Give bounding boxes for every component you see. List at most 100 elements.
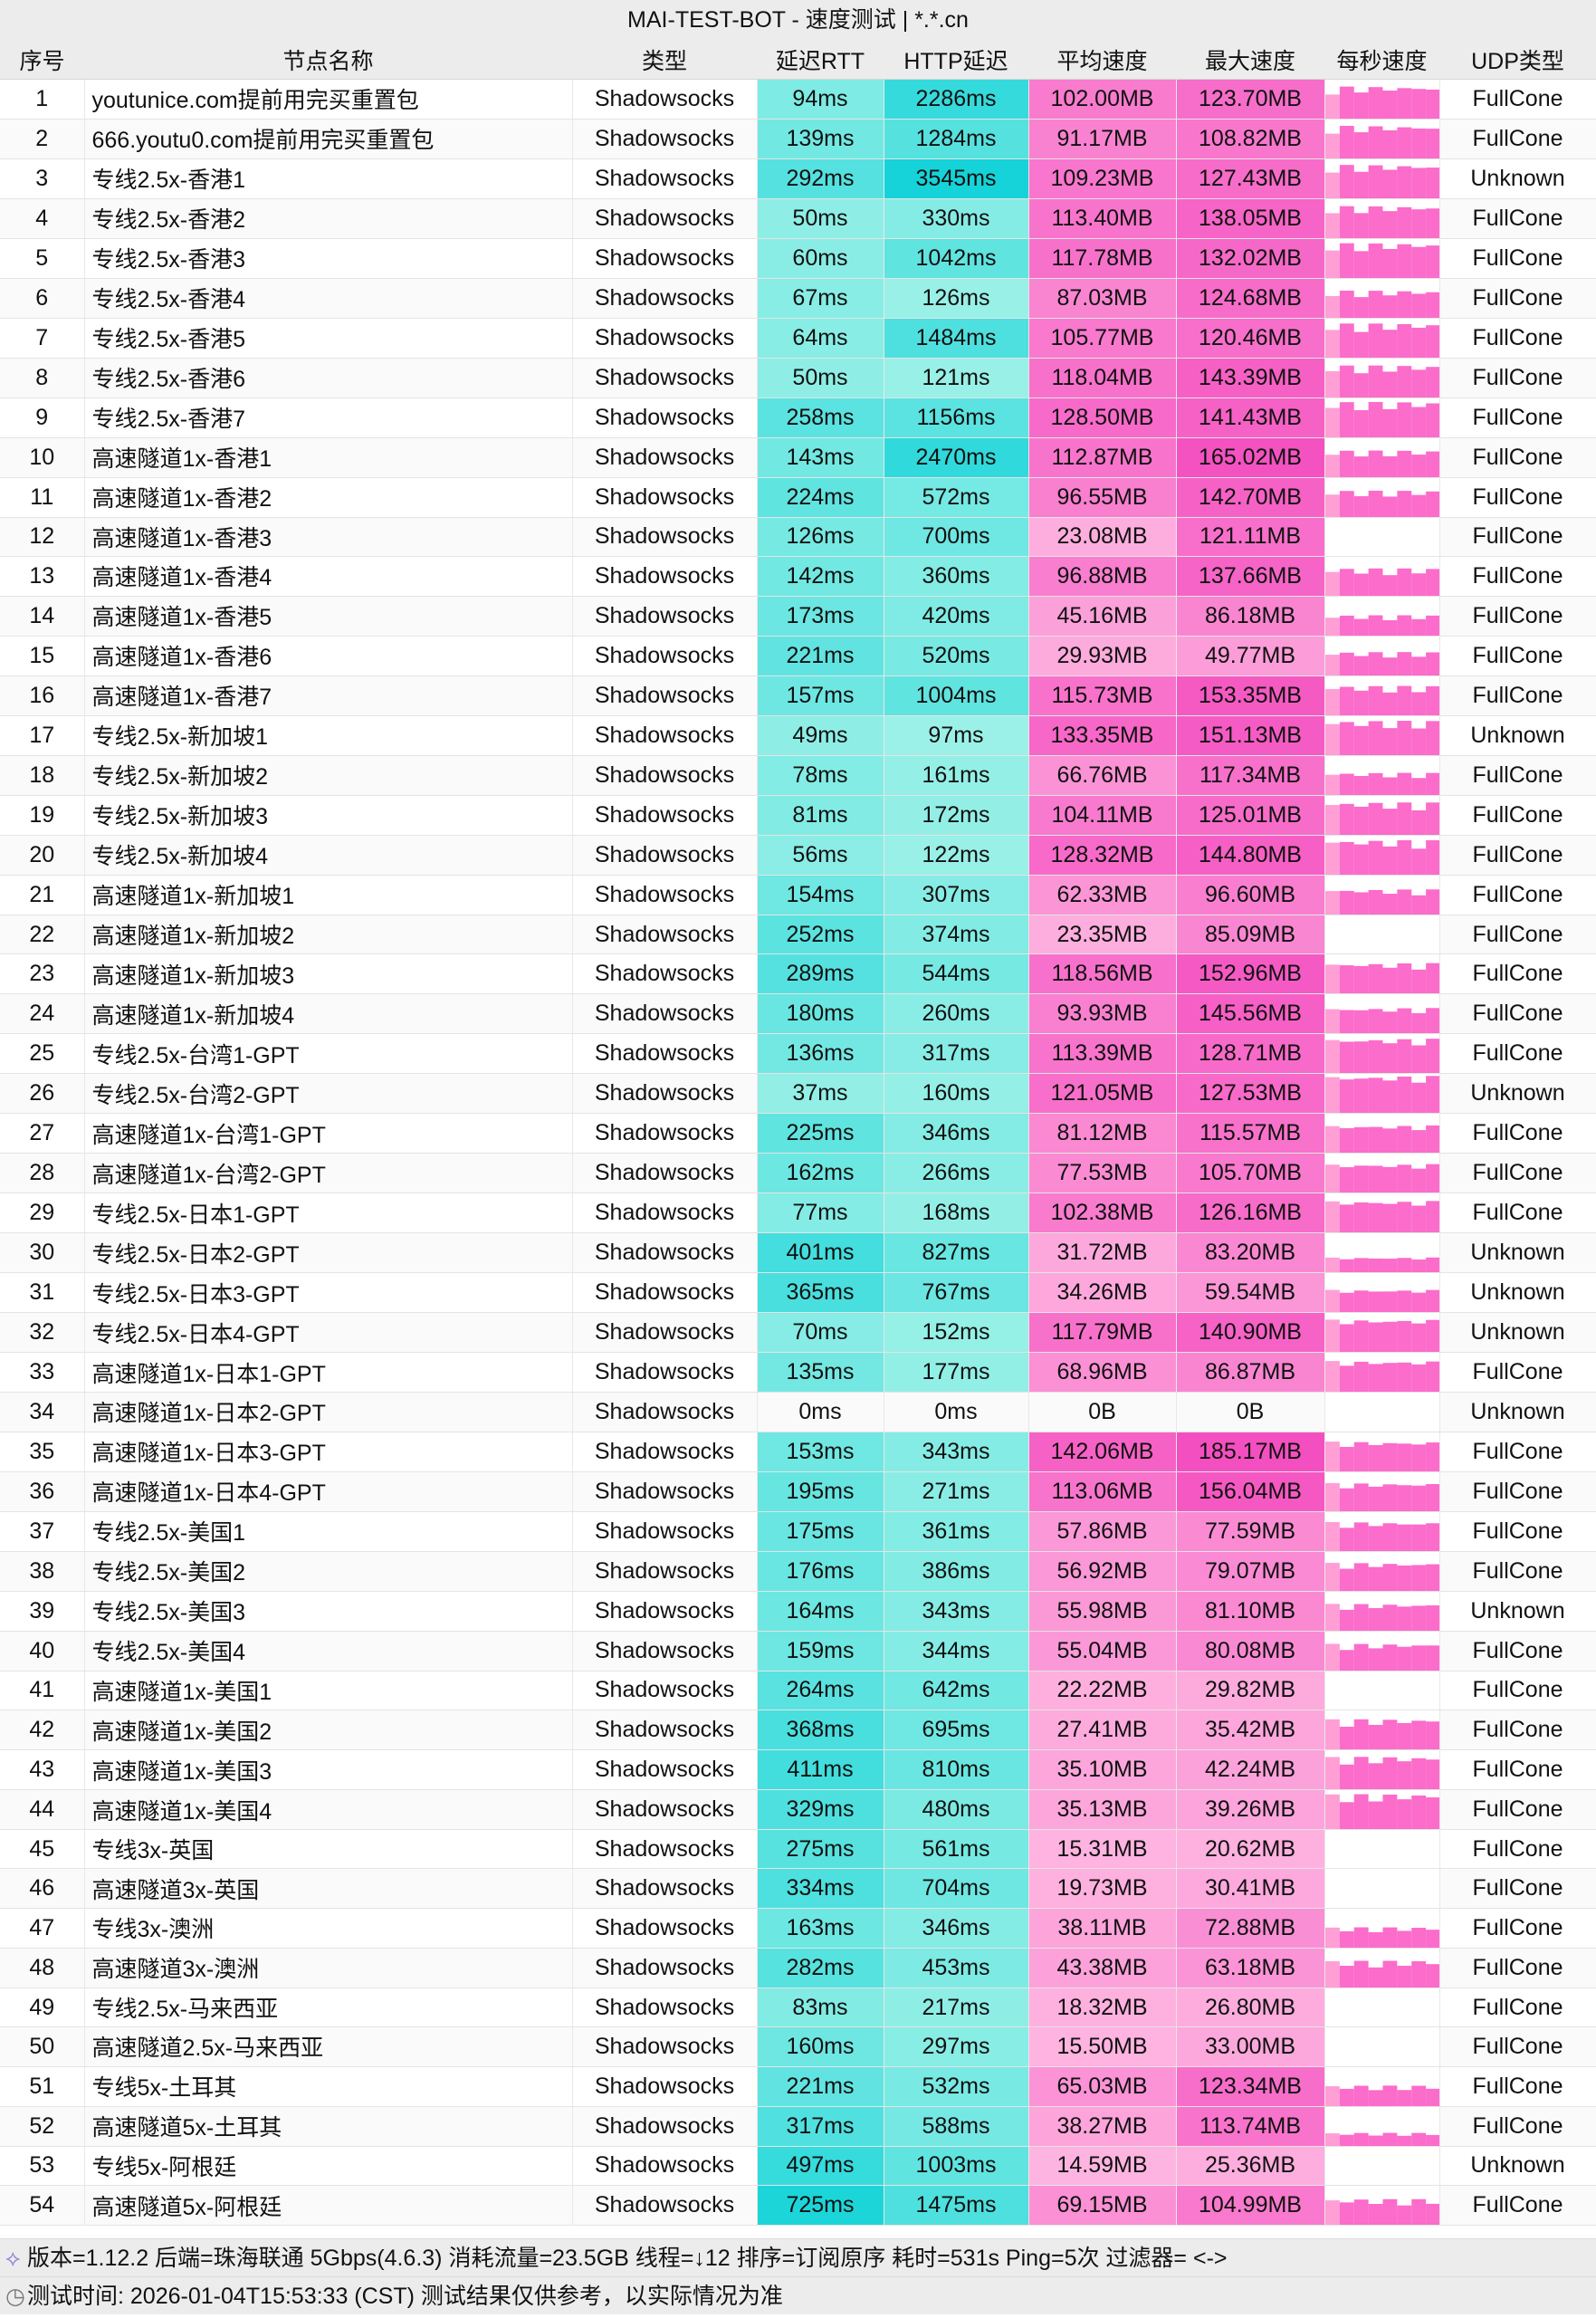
avg-speed: 0B bbox=[1028, 1392, 1177, 1432]
speed-bar bbox=[1410, 167, 1426, 197]
table-row: 39 专线2.5x-美国3 Shadowsocks 164ms 343ms 55.98MB… bbox=[0, 1591, 1596, 1632]
speed-bar bbox=[1381, 1011, 1397, 1033]
speed-bar bbox=[1396, 772, 1411, 795]
node-type: Shadowsocks bbox=[572, 675, 758, 716]
speed-bar bbox=[1381, 1643, 1397, 1671]
max-speed: 26.80MB bbox=[1176, 1988, 1325, 2028]
speed-bar bbox=[1425, 1039, 1438, 1073]
max-speed: 0B bbox=[1176, 1392, 1325, 1432]
row-index: 21 bbox=[0, 875, 85, 915]
node-type: Shadowsocks bbox=[572, 238, 758, 279]
avg-speed: 45.16MB bbox=[1028, 596, 1177, 637]
speed-bar bbox=[1410, 1444, 1426, 1471]
speed-bar bbox=[1324, 774, 1340, 795]
node-type: Shadowsocks bbox=[572, 2185, 758, 2227]
speed-bar bbox=[1425, 1483, 1438, 1511]
per-second-speed bbox=[1324, 675, 1440, 716]
speed-bar bbox=[1425, 772, 1438, 795]
speed-bar bbox=[1353, 455, 1369, 476]
speed-bar bbox=[1410, 327, 1426, 357]
max-speed: 126.16MB bbox=[1176, 1193, 1325, 1234]
table-row: 46 高速隧道3x-英国 Shadowsocks 334ms 704ms 19.73MB 3… bbox=[0, 1868, 1596, 1909]
rtt-latency: 64ms bbox=[757, 318, 884, 359]
per-second-speed bbox=[1324, 556, 1440, 597]
http-latency: 480ms bbox=[884, 1789, 1029, 1831]
avg-speed: 77.53MB bbox=[1028, 1153, 1177, 1194]
row-index: 1 bbox=[0, 79, 85, 120]
speed-bar bbox=[1368, 721, 1382, 755]
speed-bar bbox=[1396, 291, 1411, 317]
per-second-speed bbox=[1324, 1073, 1440, 1115]
avg-speed: 27.41MB bbox=[1028, 1710, 1177, 1751]
speed-bar bbox=[1353, 331, 1369, 357]
avg-speed: 55.04MB bbox=[1028, 1631, 1177, 1671]
speed-bar bbox=[1396, 1202, 1411, 1232]
udp-type: Unknown bbox=[1439, 1312, 1596, 1354]
avg-speed: 69.15MB bbox=[1028, 2185, 1177, 2227]
speed-bar bbox=[1396, 1646, 1411, 1671]
http-latency: 695ms bbox=[884, 1710, 1029, 1751]
table-row: 24 高速隧道1x-新加坡4 Shadowsocks 180ms 260ms 93.93M… bbox=[0, 993, 1596, 1035]
max-speed: 120.46MB bbox=[1176, 318, 1325, 359]
node-name: 专线2.5x-香港1 bbox=[84, 158, 573, 199]
udp-type: FullCone bbox=[1439, 875, 1596, 915]
max-speed: 39.26MB bbox=[1176, 1789, 1325, 1831]
http-latency: 1484ms bbox=[884, 318, 1029, 359]
per-second-speed bbox=[1324, 715, 1440, 756]
rtt-latency: 725ms bbox=[757, 2185, 884, 2227]
udp-type: FullCone bbox=[1439, 437, 1596, 478]
http-latency: 317ms bbox=[884, 1033, 1029, 1075]
http-latency: 1003ms bbox=[884, 2146, 1029, 2187]
speed-bar bbox=[1368, 889, 1382, 915]
speed-bar bbox=[1339, 890, 1354, 915]
row-index: 53 bbox=[0, 2146, 85, 2187]
speed-bar bbox=[1368, 1607, 1382, 1631]
rtt-latency: 221ms bbox=[757, 636, 884, 676]
max-speed: 30.41MB bbox=[1176, 1868, 1325, 1909]
rtt-latency: 225ms bbox=[757, 1113, 884, 1154]
speed-bar bbox=[1396, 1965, 1411, 1988]
http-latency: 767ms bbox=[884, 1272, 1029, 1314]
speed-bar bbox=[1410, 809, 1426, 835]
avg-speed: 56.92MB bbox=[1028, 1551, 1177, 1592]
node-type: Shadowsocks bbox=[572, 1312, 758, 1354]
footer-info-line: ⟡ 版本=1.12.2 后端=珠海联通 5Gbps(4.6.3) 消耗流量=23.… bbox=[0, 2238, 1596, 2276]
table-row: 44 高速隧道1x-美国4 Shadowsocks 329ms 480ms 35.13MB… bbox=[0, 1789, 1596, 1831]
speed-bar bbox=[1324, 370, 1340, 397]
speed-bar bbox=[1368, 1444, 1382, 1471]
rtt-latency: 224ms bbox=[757, 477, 884, 518]
table-row: 10 高速隧道1x-香港1 Shadowsocks 143ms 2470ms 112.87… bbox=[0, 437, 1596, 478]
speed-bar bbox=[1425, 89, 1438, 118]
http-latency: 266ms bbox=[884, 1153, 1029, 1194]
max-speed: 137.66MB bbox=[1176, 556, 1325, 597]
speed-bar bbox=[1410, 2198, 1426, 2225]
node-name: 专线2.5x-台湾2-GPT bbox=[84, 1073, 573, 1115]
speed-bar bbox=[1410, 454, 1426, 476]
speed-bar bbox=[1396, 127, 1411, 158]
rtt-latency: 258ms bbox=[757, 398, 884, 438]
rtt-latency: 275ms bbox=[757, 1829, 884, 1870]
row-index: 44 bbox=[0, 1789, 85, 1831]
per-second-speed bbox=[1324, 1033, 1440, 1075]
per-second-speed bbox=[1324, 1671, 1440, 1711]
speed-bar bbox=[1339, 1041, 1354, 1073]
speed-bar bbox=[1324, 1441, 1340, 1471]
speed-bar bbox=[1410, 1960, 1426, 1988]
http-latency: 346ms bbox=[884, 1113, 1029, 1154]
max-speed: 127.53MB bbox=[1176, 1073, 1325, 1115]
speed-bar bbox=[1381, 294, 1397, 317]
speed-bar bbox=[1368, 840, 1382, 875]
row-index: 14 bbox=[0, 596, 85, 637]
row-index: 15 bbox=[0, 636, 85, 676]
udp-type: Unknown bbox=[1439, 715, 1596, 756]
node-name: 高速隧道1x-美国2 bbox=[84, 1710, 573, 1751]
speed-bar bbox=[1339, 1010, 1354, 1033]
rtt-latency: 56ms bbox=[757, 835, 884, 876]
node-type: Shadowsocks bbox=[572, 1272, 758, 1314]
avg-speed: 38.27MB bbox=[1028, 2106, 1177, 2147]
speed-bar bbox=[1353, 1483, 1369, 1511]
speed-bar bbox=[1381, 808, 1397, 835]
row-index: 3 bbox=[0, 158, 85, 199]
speed-bar bbox=[1410, 2132, 1426, 2146]
table-row: 27 高速隧道1x-台湾1-GPT Shadowsocks 225ms 346ms 81.… bbox=[0, 1113, 1596, 1154]
